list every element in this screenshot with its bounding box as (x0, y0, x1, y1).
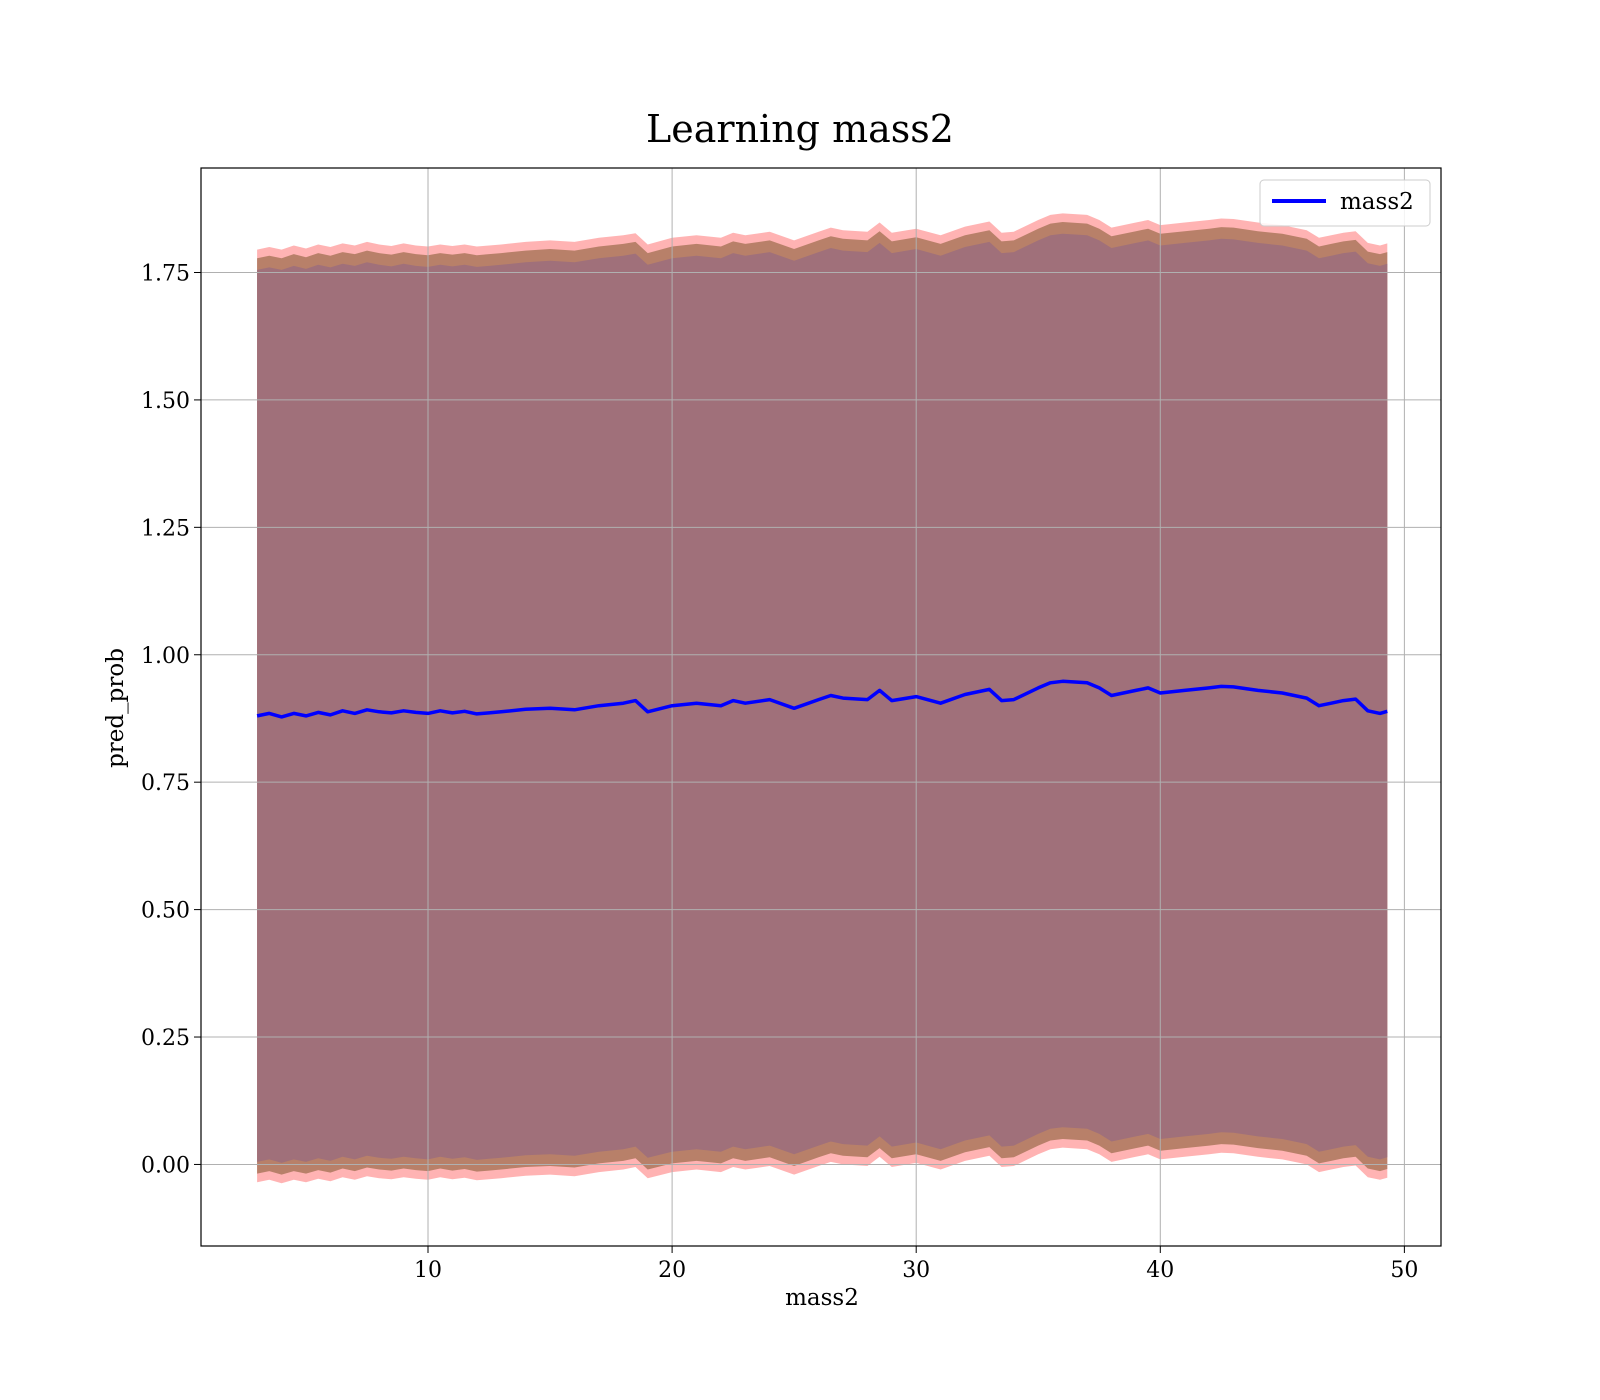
y-tick-label: 0.25 (141, 1026, 190, 1051)
legend-entry-mass2: mass2 (1340, 189, 1414, 215)
x-tick-label: 20 (658, 1258, 686, 1283)
chart-title: Learning mass2 (646, 107, 954, 151)
y-tick-label: 1.50 (141, 389, 190, 414)
y-tick-label: 1.00 (141, 644, 190, 669)
x-axis-ticks: 10 20 30 40 50 (414, 1246, 1418, 1283)
legend-box (1259, 179, 1431, 227)
y-tick-label: 0.00 (141, 1153, 190, 1178)
x-tick-label: 10 (414, 1258, 442, 1283)
y-axis-ticks: 0.00 0.25 0.50 0.75 1.00 1.25 1.50 1.75 (141, 261, 201, 1178)
y-tick-label: 0.75 (141, 771, 190, 796)
grid-lines (201, 168, 1441, 1246)
confidence-bands (257, 213, 1388, 1184)
y-tick-label: 0.50 (141, 899, 190, 924)
y-axis-label: pred_prob (103, 648, 129, 768)
x-tick-label: 40 (1146, 1258, 1174, 1283)
y-tick-label: 1.25 (141, 516, 190, 541)
y-tick-label: 1.75 (141, 261, 190, 286)
series-lines (256, 679, 1388, 719)
plot-frame (200, 167, 1442, 1247)
series-line-mass2 (256, 679, 1388, 719)
x-tick-label: 50 (1390, 1258, 1418, 1283)
x-tick-label: 30 (902, 1258, 930, 1283)
x-axis-label: mass2 (785, 1285, 859, 1311)
legend: mass2 (1259, 179, 1431, 227)
